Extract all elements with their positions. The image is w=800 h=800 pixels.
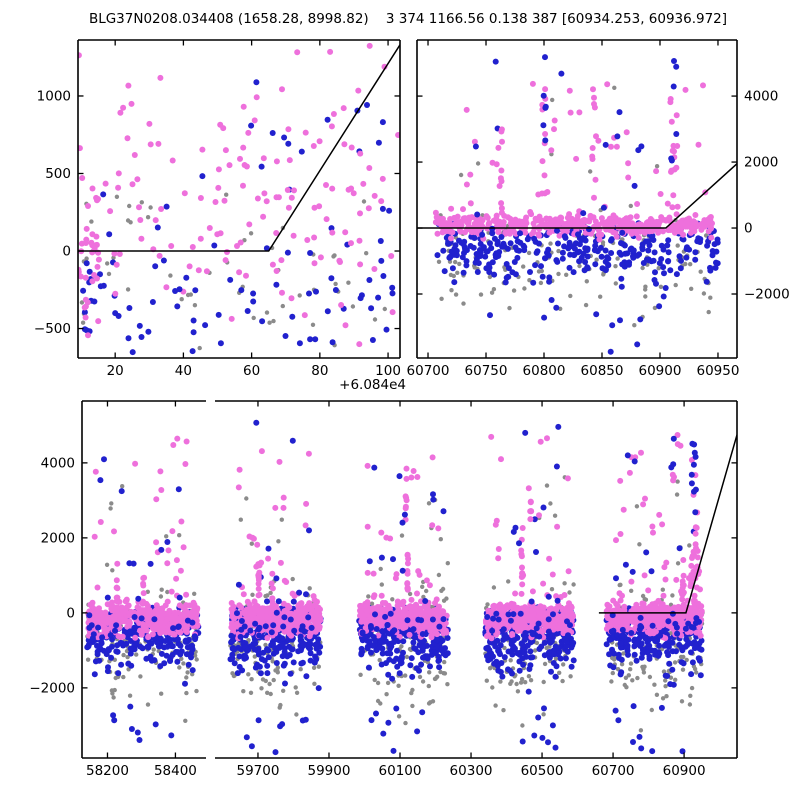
- y-tick-label: 0: [66, 605, 75, 621]
- panel-bottom-right-seg: 59700 59900 60100 60300 60500 60700 60900: [215, 400, 738, 779]
- x-tick-label: 58400: [154, 763, 197, 779]
- panel-bottom-left-seg: 58200 58400 −2000 0 2000 4000: [29, 400, 206, 779]
- x-tick-label: 60300: [450, 763, 493, 779]
- x-axis-offset-label: +6.084e4: [339, 377, 406, 393]
- x-tick-label: 60700: [407, 363, 450, 379]
- x-tick-label: 60950: [697, 363, 740, 379]
- y-tick-label: 4000: [41, 455, 75, 471]
- x-tick-label: 40: [175, 363, 192, 379]
- y-tick-label: −2000: [744, 287, 790, 303]
- model-line-top-left: [78, 44, 400, 252]
- y-tick-label: 0: [744, 221, 753, 237]
- x-tick-label: 100: [375, 363, 401, 379]
- y-tick-label: 4000: [744, 89, 778, 105]
- y-tick-label: 1000: [37, 88, 71, 104]
- x-tick-label: 59900: [308, 763, 351, 779]
- x-tick-label: 60100: [379, 763, 422, 779]
- y-tick-label: −500: [34, 321, 71, 337]
- x-tick-label: 60850: [581, 363, 624, 379]
- model-line-top-right: [417, 163, 737, 229]
- scatter-points-top-right: [432, 54, 721, 355]
- y-tick-label: −2000: [29, 680, 75, 696]
- y-tick-label: 2000: [41, 530, 75, 546]
- x-tick-label: 60900: [639, 363, 682, 379]
- x-tick-label: 58200: [86, 763, 129, 779]
- panel-top-right: 60700 60750 60800 60850 60900 60950 −2000 0 2000…: [407, 39, 790, 379]
- x-tick-label: 60700: [592, 763, 635, 779]
- y-tick-label: 500: [45, 166, 71, 182]
- x-tick-label: 60500: [521, 763, 564, 779]
- scatter-points-bottom-left-seg: [84, 435, 202, 743]
- figure-title: BLG37N0208.034408 (1658.28, 8998.82) 3 3…: [88, 11, 728, 27]
- x-tick-label: 60750: [465, 363, 508, 379]
- model-line-bottom-right-seg: [598, 434, 737, 614]
- x-tick-label: 80: [311, 363, 328, 379]
- x-tick-label: 60800: [523, 363, 566, 379]
- scatter-points-top-left: [78, 42, 400, 356]
- x-tick-label: 20: [107, 363, 124, 379]
- x-tick-label: 60900: [663, 763, 706, 779]
- x-tick-label: 60: [243, 363, 260, 379]
- scatter-points-bottom-right-seg: [227, 419, 705, 756]
- y-tick-label: 2000: [744, 155, 778, 171]
- panel-top-left: 20 40 60 80 100 −500 0 500 1000 +6.084e4: [34, 39, 406, 393]
- x-tick-label: 59700: [236, 763, 279, 779]
- y-tick-label: 0: [62, 244, 71, 260]
